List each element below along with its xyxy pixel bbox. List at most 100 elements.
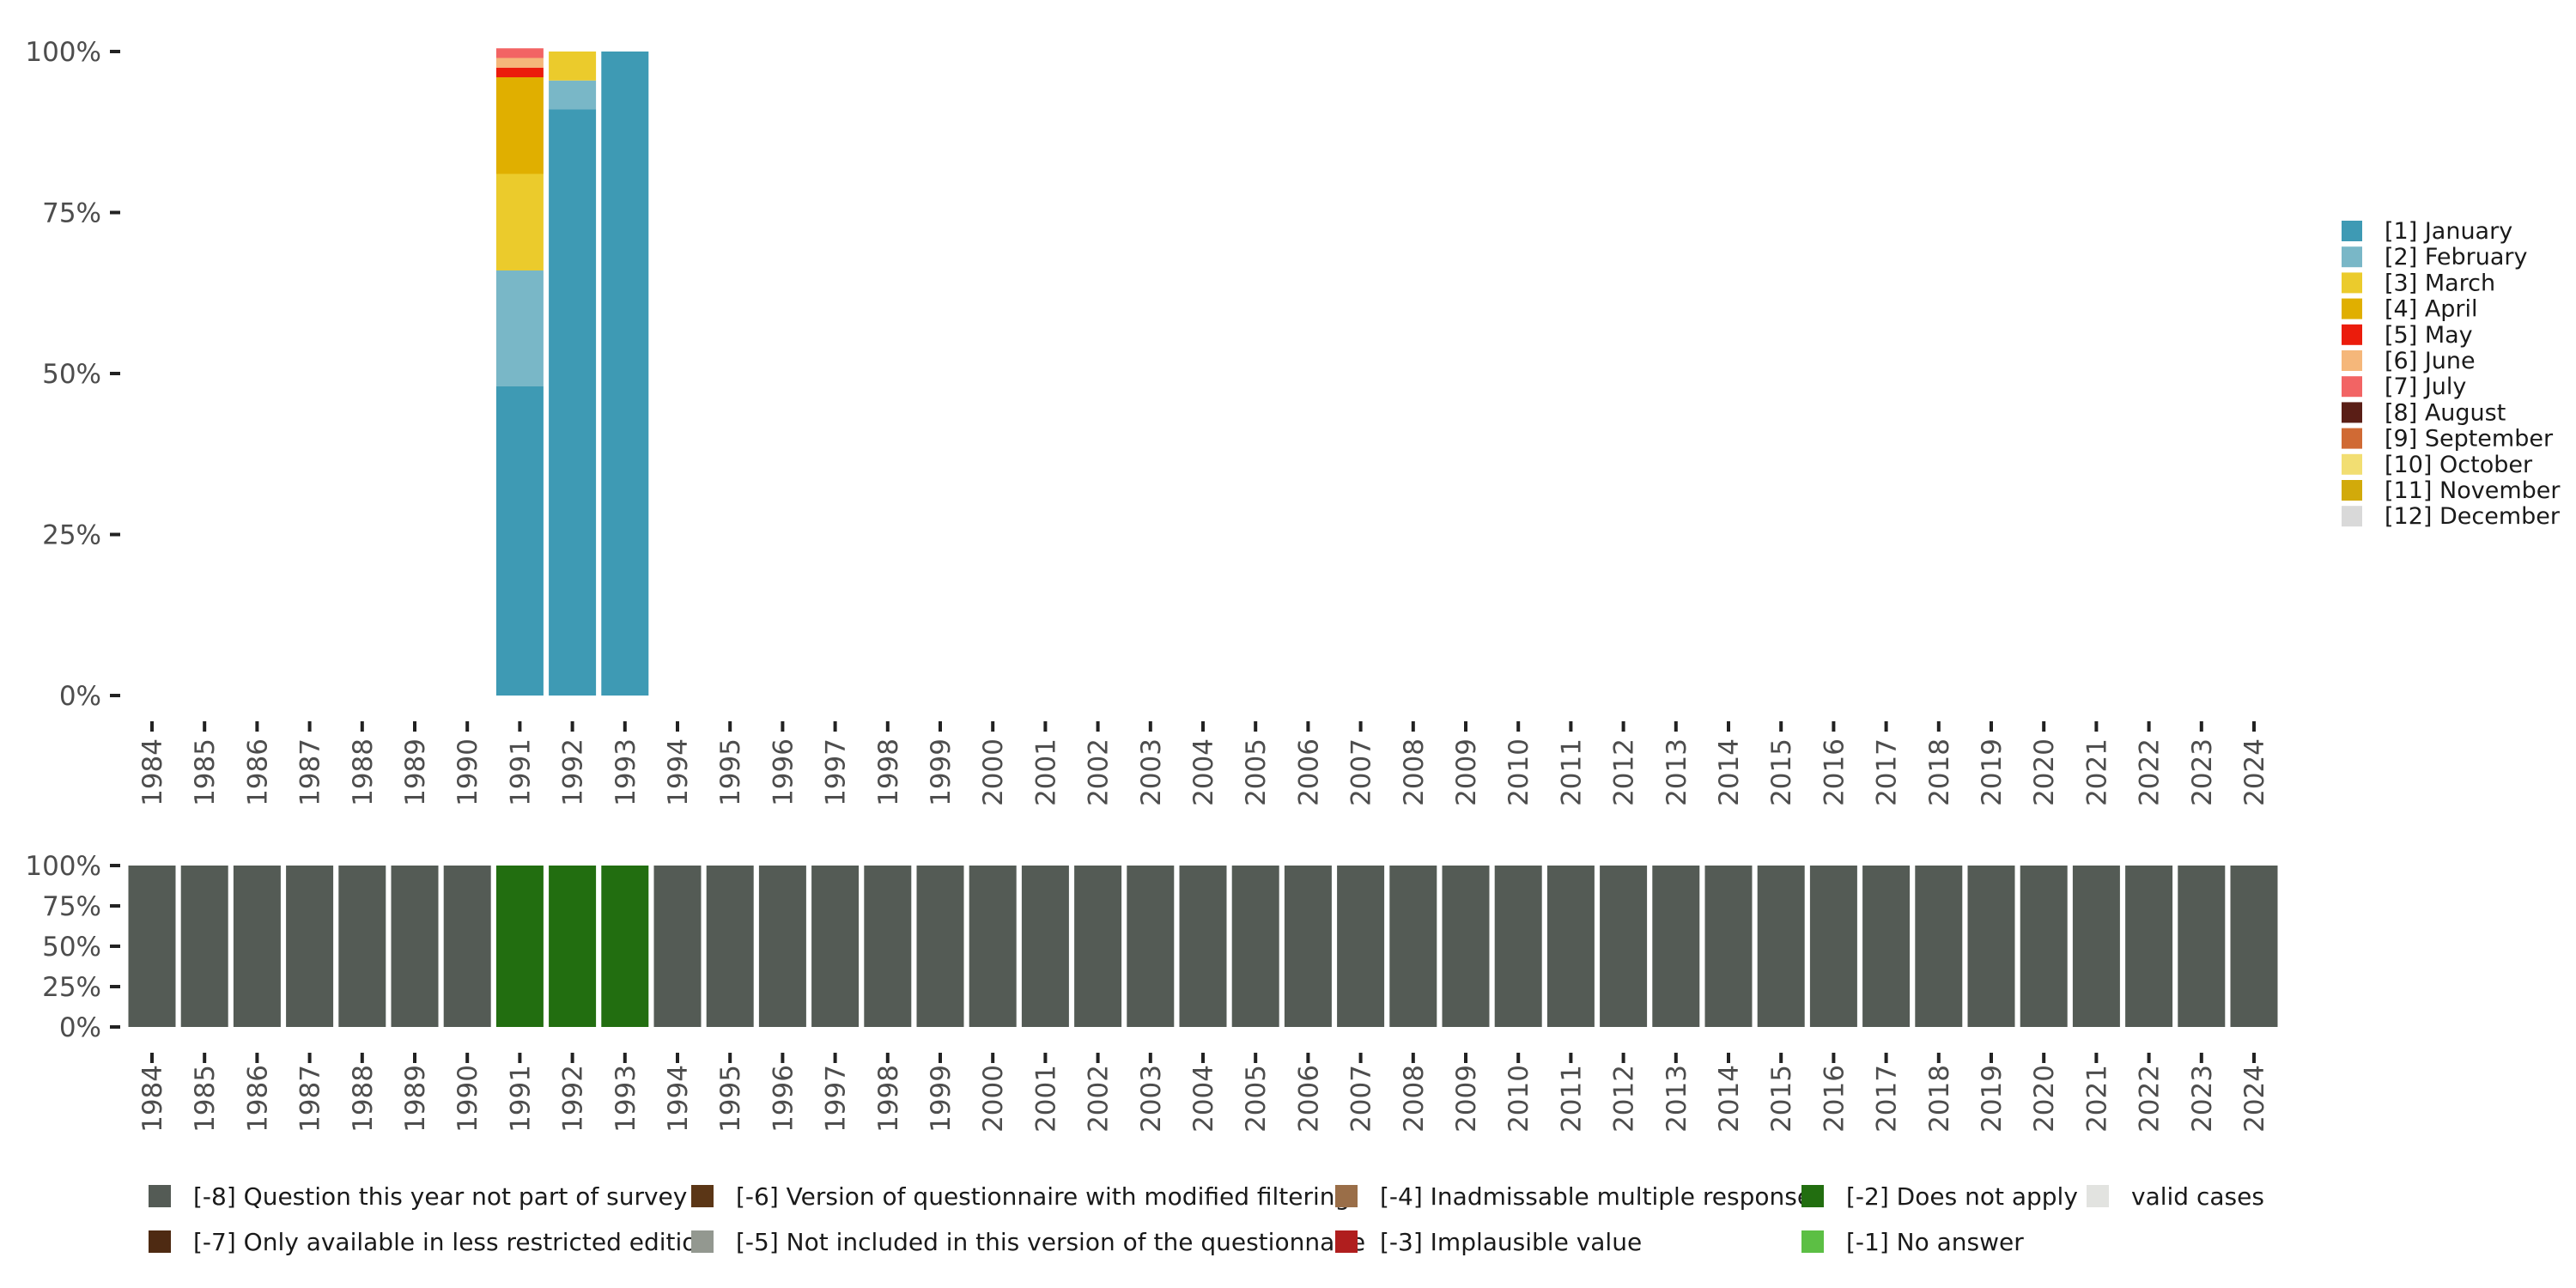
bottom-bar-segment (2125, 866, 2173, 1027)
bottom-x-tick-label: 1997 (821, 1065, 852, 1133)
bottom-bar-segment (706, 866, 754, 1027)
top-x-tick-label: 2014 (1714, 738, 1745, 806)
top-x-tick-label: 2022 (2135, 738, 2166, 806)
bottom-x-tick-label: 2012 (1609, 1065, 1640, 1133)
bottom-bar-segment (1809, 866, 1857, 1027)
bottom-bar-segment (1600, 866, 1648, 1027)
bottom-x-tick-label: 1996 (768, 1065, 799, 1133)
legend-swatch (1801, 1230, 1824, 1253)
legend-months: [1] January[2] February[3] March[4] Apri… (2342, 218, 2561, 530)
bottom-bar-segment (864, 866, 912, 1027)
bottom-y-tick-label: 25% (42, 972, 101, 1003)
top-x-tick-label: 1996 (768, 738, 799, 806)
bottom-bar-segment (1337, 866, 1385, 1027)
bottom-x-tick-label: 2000 (978, 1065, 1009, 1133)
top-x-tick-label: 2009 (1451, 738, 1482, 806)
legend-swatch (2342, 221, 2362, 241)
bottom-bar-segment (1442, 866, 1490, 1027)
legend-label: [-8] Question this year not part of surv… (193, 1182, 687, 1211)
bottom-y-tick-label: 0% (59, 1012, 101, 1043)
bottom-bar-segment (1021, 866, 1069, 1027)
top-x-tick-label: 1999 (926, 738, 957, 806)
top-x-tick-label: 1984 (137, 738, 168, 806)
top-y-tick-label: 25% (42, 520, 101, 551)
top-x-tick-label: 1992 (558, 738, 589, 806)
bottom-bar-segment (1284, 866, 1332, 1027)
top-chart-months: 0% 25% 50% 75% 100% 1984 1985 1986 1987 1988 1989 1… (25, 37, 2270, 806)
top-y-tick-label: 0% (59, 681, 101, 712)
legend-swatch (691, 1185, 714, 1207)
top-x-tick-label: 1986 (242, 738, 273, 806)
top-x-tick-label: 2000 (978, 738, 1009, 806)
legend-label: [-1] No answer (1846, 1228, 2024, 1256)
bottom-x-tick-label: 1984 (137, 1065, 168, 1133)
bottom-x-tick-label: 2001 (1030, 1065, 1061, 1133)
legend-label: [4] April (2385, 296, 2478, 323)
top-x-tick-label: 2006 (1293, 738, 1324, 806)
legend-swatch (2342, 376, 2362, 398)
legend-missing-values: [-8] Question this year not part of surv… (149, 1182, 2264, 1256)
bottom-x-tick-label: 1991 (505, 1065, 536, 1133)
bottom-bar-segment (1862, 866, 1911, 1027)
top-x-tick-label: 1987 (295, 738, 326, 806)
top-x-tick-label: 2008 (1399, 738, 1430, 806)
top-y-tick-label: 50% (42, 359, 101, 390)
legend-swatch (2342, 246, 2362, 268)
legend-swatch (1801, 1185, 1824, 1207)
legend-label: valid cases (2131, 1182, 2264, 1211)
top-x-tick-label: 1997 (821, 738, 852, 806)
legend-swatch (2342, 402, 2362, 423)
top-x-tick-label: 1994 (663, 738, 694, 806)
top-x-tick-label: 2010 (1504, 738, 1534, 806)
bottom-bar-segment (2072, 866, 2120, 1027)
bottom-bar-segment (1074, 866, 1122, 1027)
top-x-tick-label: 2005 (1241, 738, 1272, 806)
top-x-tick-label: 1991 (505, 738, 536, 806)
legend-label: [-7] Only available in less restricted e… (193, 1228, 712, 1256)
bottom-bar-segment (495, 866, 544, 1027)
bottom-bar-segment (1231, 866, 1279, 1027)
bottom-bar-segment (1127, 866, 1175, 1027)
top-x-tick-label: 1998 (873, 738, 904, 806)
legend-label: [5] May (2385, 322, 2473, 349)
top-y-tick-label: 100% (25, 37, 101, 68)
top-x-tick-label: 2012 (1609, 738, 1640, 806)
bottom-x-tick-label: 2019 (1977, 1065, 2008, 1133)
bottom-x-tick-label: 1989 (400, 1065, 431, 1133)
bottom-x-tick-label: 2024 (2239, 1065, 2270, 1133)
top-bar-segment (495, 77, 544, 174)
bottom-x-tick-label: 2009 (1451, 1065, 1482, 1133)
bottom-x-tick-label: 1999 (926, 1065, 957, 1133)
bottom-bar-segment (549, 866, 597, 1027)
bottom-x-tick-label: 2006 (1293, 1065, 1324, 1133)
bottom-x-tick-label: 1986 (242, 1065, 273, 1133)
top-x-tick-label: 2015 (1766, 738, 1797, 806)
top-x-tick-label: 2004 (1188, 738, 1219, 806)
bottom-x-tick-label: 2011 (1556, 1065, 1587, 1133)
legend-swatch (2342, 428, 2362, 449)
bottom-x-tick-label: 1988 (348, 1065, 379, 1133)
bottom-bar-segment (1652, 866, 1700, 1027)
bottom-x-tick-label: 2016 (1819, 1065, 1850, 1133)
top-x-tick-label: 2020 (2029, 738, 2060, 806)
legend-label: [-6] Version of questionnaire with modif… (736, 1182, 1350, 1211)
bottom-bar-segment (180, 866, 228, 1027)
bottom-bar-segment (1757, 866, 1805, 1027)
legend-label: [2] February (2385, 244, 2527, 270)
legend-label: [10] October (2385, 452, 2533, 478)
top-x-tick-label: 2013 (1662, 738, 1692, 806)
bottom-x-tick-label: 1993 (611, 1065, 641, 1133)
top-y-tick-label: 75% (42, 198, 101, 229)
top-bar-segment (495, 48, 544, 58)
legend-swatch (149, 1185, 171, 1207)
bottom-x-tick-label: 2015 (1766, 1065, 1797, 1133)
top-x-tick-label: 2024 (2239, 738, 2270, 806)
top-bar-segment (495, 58, 544, 68)
bottom-x-tick-label: 1994 (663, 1065, 694, 1133)
legend-label: [6] June (2385, 348, 2476, 374)
bottom-x-tick-label: 1987 (295, 1065, 326, 1133)
top-bar-segment (601, 52, 649, 696)
legend-swatch (2342, 272, 2362, 294)
legend-label: [-3] Implausible value (1380, 1228, 1642, 1256)
legend-swatch (2342, 480, 2362, 501)
